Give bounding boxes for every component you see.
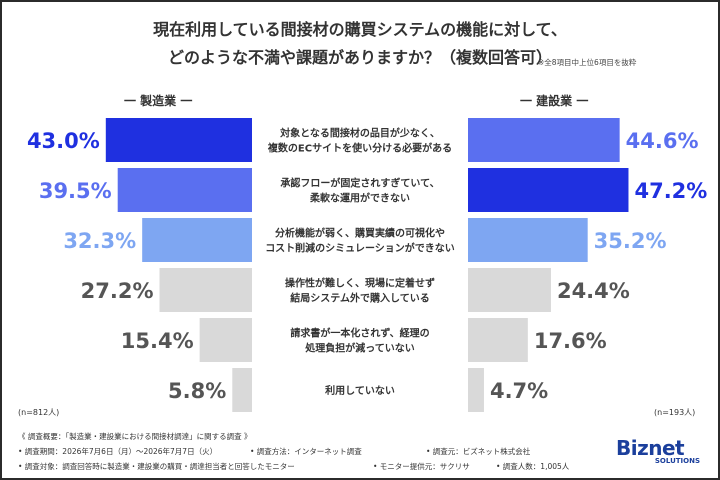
value-label-construction-4: 17.6%	[534, 329, 607, 353]
bar-construction-3	[468, 268, 551, 312]
bar-construction-4	[468, 318, 528, 362]
value-label-manufacturing-3: 27.2%	[81, 279, 154, 303]
note: ※全8項目中上位6項目を抜粋	[538, 58, 637, 67]
value-label-manufacturing-0: 43.0%	[27, 129, 100, 153]
value-label-construction-5: 4.7%	[490, 379, 548, 403]
logo-subtitle: SOLUTIONS	[654, 457, 700, 465]
value-label-manufacturing-1: 39.5%	[39, 179, 112, 203]
value-label-manufacturing-5: 5.8%	[168, 379, 226, 403]
biznet-logo: Biznet SOLUTIONS	[616, 436, 708, 465]
category-label-4-0: 請求書が一本化されず、経理の	[290, 327, 429, 340]
bar-manufacturing-0	[105, 118, 252, 162]
series-label-manufacturing: 一 製造業 一	[124, 94, 193, 108]
value-label-construction-1: 47.2%	[634, 179, 707, 203]
category-label-1-1: 柔軟な運用ができない	[309, 192, 410, 205]
bar-construction-5	[468, 368, 484, 412]
bar-construction-0	[468, 118, 620, 162]
category-label-3-0: 操作性が難しく、現場に定着せず	[285, 277, 435, 290]
survey-target: • 調査対象：調査回答時に製造業・建設業の購買・調達担当者と回答したモニター	[18, 462, 295, 471]
value-label-manufacturing-4: 15.4%	[121, 329, 194, 353]
series-label-construction: 一 建設業 一	[520, 94, 589, 108]
bar-manufacturing-1	[117, 168, 252, 212]
bar-manufacturing-4	[199, 318, 252, 362]
category-label-1-0: 承認フローが固定されすぎていて、	[280, 177, 439, 190]
survey-provider: • モニター提供元：サクリサ	[373, 462, 470, 471]
value-label-construction-3: 24.4%	[557, 279, 630, 303]
survey-agency: • 調査元：ビズネット株式会社	[426, 447, 531, 456]
chart-title-line-1: 現在利用している間接材の購買システムの機能に対して、	[153, 20, 567, 39]
sample-size-manufacturing: (n=812人)	[18, 408, 60, 417]
value-label-manufacturing-2: 32.3%	[63, 229, 136, 253]
category-label-2-0: 分析機能が弱く、購買実績の可視化や	[275, 227, 445, 240]
survey-title: 《 調査概要：「製造業・建設業における間接材調達」に関する調査 》	[18, 432, 252, 441]
bar-manufacturing-5	[232, 368, 252, 412]
bar-construction-1	[468, 168, 629, 212]
category-label-5-0: 利用していない	[325, 384, 395, 397]
value-label-construction-2: 35.2%	[594, 229, 667, 253]
survey-period: • 調査期間：2026年7月6日（月）～2026年7月7日（火）	[18, 447, 218, 456]
category-label-3-1: 結局システム外で購入している	[290, 292, 429, 305]
category-label-4-1: 処理負担が減っていない	[304, 342, 415, 355]
category-label-2-1: コスト削減のシミュレーションができない	[265, 242, 455, 255]
chart-title-line-2: どのような不満や課題がありますか？（複数回答可）	[167, 48, 552, 67]
bar-manufacturing-3	[159, 268, 252, 312]
bar-construction-2	[468, 218, 588, 262]
survey-count: • 調査人数：1,005人	[496, 462, 570, 471]
category-label-0-1: 複数のECサイトを使い分ける必要がある	[267, 142, 452, 155]
value-label-construction-0: 44.6%	[626, 129, 699, 153]
sample-size-construction: (n=193人)	[654, 408, 696, 417]
logo-name: Biznet	[616, 436, 685, 460]
bar-manufacturing-2	[142, 218, 252, 262]
survey-method: • 調査方法：インターネット調査	[250, 447, 362, 456]
category-label-0-0: 対象となる間接材の品目が少なく、	[279, 127, 440, 140]
